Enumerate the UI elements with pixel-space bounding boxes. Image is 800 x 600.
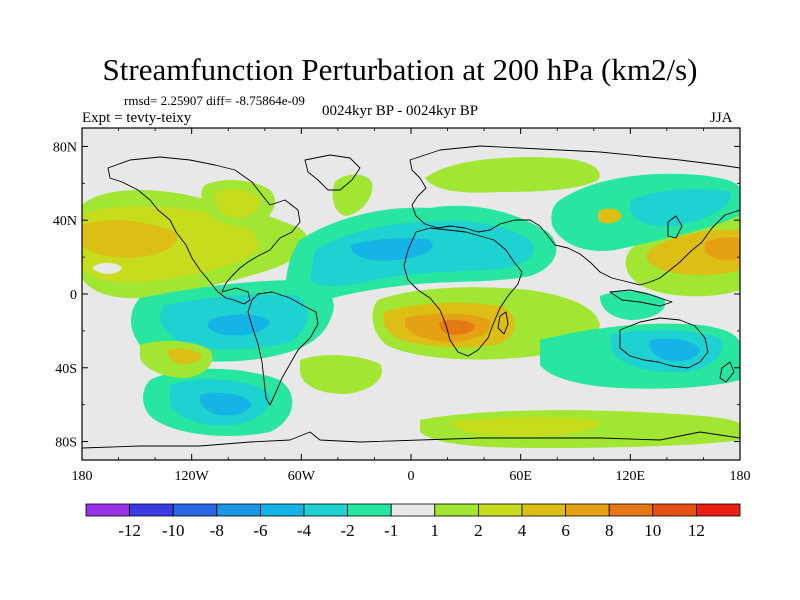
colorbar-swatch <box>696 503 741 517</box>
colorbar-swatch <box>172 503 218 517</box>
coastline-north-america <box>107 156 301 305</box>
y-tick-label: 80N <box>53 140 77 155</box>
contour-positive-south-pacific-west-2 <box>167 348 202 364</box>
experiment-label: Expt = tevty-teixy <box>82 110 192 126</box>
axis-ticks <box>81 128 741 460</box>
x-axis-labels: 180 120W 60W 0 60E 120E 180 <box>72 469 751 484</box>
colorbar-swatch <box>521 503 566 517</box>
colorbar-label: -4 <box>297 521 312 540</box>
colorbar-label: 10 <box>644 521 661 540</box>
coastlines <box>82 145 740 449</box>
colorbar <box>85 503 741 517</box>
coastline-madagascar <box>497 311 509 335</box>
x-tick-label: 120E <box>616 469 646 484</box>
colorbar-swatch <box>347 503 392 517</box>
colorbar-swatch <box>652 503 697 517</box>
x-tick-label: 180 <box>730 469 751 484</box>
coastline-new-zealand <box>719 361 735 383</box>
colorbar-swatch <box>434 503 479 517</box>
coastline-eurasia <box>409 145 740 286</box>
contour-positive-greenland <box>332 174 373 216</box>
contour-positive-canada-2 <box>214 189 261 218</box>
colorbar-label: 4 <box>518 521 527 540</box>
period-label: 0024kyr BP - 0024kyr BP <box>322 103 479 119</box>
y-axis-labels: 80N 40N 0 40S 80S <box>53 140 77 450</box>
colorbar-swatch <box>216 503 261 517</box>
contour-positive-atlantic-south <box>300 355 382 394</box>
coastline-antarctica <box>82 431 740 449</box>
colorbar-label: -2 <box>341 521 355 540</box>
y-tick-label: 80S <box>55 436 77 451</box>
x-tick-label: 0 <box>408 469 415 484</box>
contour-positive-south-africa-4 <box>439 319 475 335</box>
contour-negative-tropical-americas-3 <box>207 314 270 336</box>
contour-fields <box>82 157 740 448</box>
colorbar-swatch <box>259 503 305 517</box>
colorbar-swatch <box>390 503 436 517</box>
y-tick-label: 40N <box>53 214 77 229</box>
coastline-africa <box>403 227 523 357</box>
coastline-australia <box>619 317 709 369</box>
season-label: JJA <box>710 110 733 126</box>
colorbar-swatch <box>129 503 174 517</box>
coastline-greenland <box>304 154 361 191</box>
x-tick-label: 60E <box>509 469 532 484</box>
y-tick-label: 40S <box>55 362 77 377</box>
colorbar-label: 12 <box>688 521 705 540</box>
contour-negative-indian-ocean <box>600 291 666 320</box>
colorbar-labels: -12 -10 -8 -6 -4 -2 -1 1 2 4 6 8 10 12 <box>118 521 705 540</box>
coastline-south-america <box>247 291 319 406</box>
colorbar-label: -1 <box>384 521 398 540</box>
colorbar-swatch <box>303 503 348 517</box>
x-tick-label: 60W <box>288 469 316 484</box>
x-tick-label: 180 <box>72 469 93 484</box>
colorbar-label: 6 <box>561 521 570 540</box>
colorbar-swatch <box>608 503 654 517</box>
colorbar-swatch <box>565 503 610 517</box>
coastline-japan <box>667 215 683 239</box>
colorbar-label: -6 <box>253 521 267 540</box>
y-tick-label: 0 <box>70 288 77 303</box>
contour-negative-atlantic-belt-3 <box>350 237 433 261</box>
contour-positive-pacific-north-3 <box>82 220 178 258</box>
contour-positive-east-europe-small <box>598 208 622 224</box>
contour-negative-asia-2 <box>630 188 731 227</box>
colorbar-label: -10 <box>162 521 185 540</box>
x-tick-label: 120W <box>175 469 210 484</box>
colorbar-label: 1 <box>431 521 440 540</box>
colorbar-label: 8 <box>605 521 614 540</box>
contour-positive-north-europe <box>425 157 600 193</box>
colorbar-swatch <box>85 503 130 517</box>
contour-negative-southern-band-3 <box>648 338 700 362</box>
stats-label: rmsd= 2.25907 diff= -8.75864e-09 <box>124 93 305 108</box>
colorbar-swatch <box>477 503 523 517</box>
colorbar-label: 2 <box>474 521 483 540</box>
contour-positive-southern-ocean-2 <box>450 417 601 436</box>
colorbar-label: -8 <box>210 521 224 540</box>
contour-positive-west-pacific-3 <box>705 237 740 260</box>
contour-null-hole <box>92 262 122 274</box>
colorbar-label: -12 <box>118 521 141 540</box>
plot-title: Streamfunction Perturbation at 200 hPa (… <box>102 52 698 87</box>
coastline-indonesia <box>609 289 673 307</box>
contour-negative-south-pacific-3 <box>199 392 252 416</box>
